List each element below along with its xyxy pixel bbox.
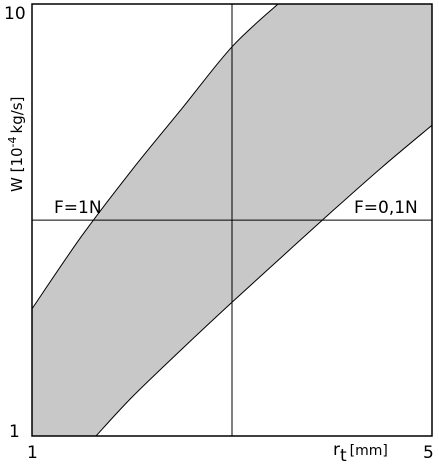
x-axis-label: rt [mm] <box>333 440 388 466</box>
y-axis-label-unit: kg/s] <box>8 97 26 134</box>
x-tick-label-1: 1 <box>27 443 38 463</box>
band-lower-curve <box>95 124 433 437</box>
y-axis-label: W [10-4 kg/s] <box>6 97 26 192</box>
plot-frame <box>31 3 433 437</box>
x-axis-label-main: r <box>333 440 340 460</box>
x-axis-label-unit: [mm] <box>350 443 388 459</box>
annotation-f-1n: F=1N <box>54 198 102 218</box>
plot-area <box>31 3 433 437</box>
y-axis-label-exponent: -4 <box>6 136 19 147</box>
y-axis-label-base: W [10 <box>8 147 26 192</box>
x-axis-label-subscript: t <box>340 446 347 466</box>
svg-text:W [10-4kg/s]: W [10-4 kg/s] <box>6 97 26 192</box>
y-tick-label-10: 10 <box>4 4 26 24</box>
annotation-f-0-1n: F=0,1N <box>354 198 418 218</box>
y-tick-label-1: 1 <box>9 422 20 442</box>
x-tick-label-5: 5 <box>423 443 434 463</box>
svg-text:rt[mm]: rt [mm] <box>333 440 388 466</box>
